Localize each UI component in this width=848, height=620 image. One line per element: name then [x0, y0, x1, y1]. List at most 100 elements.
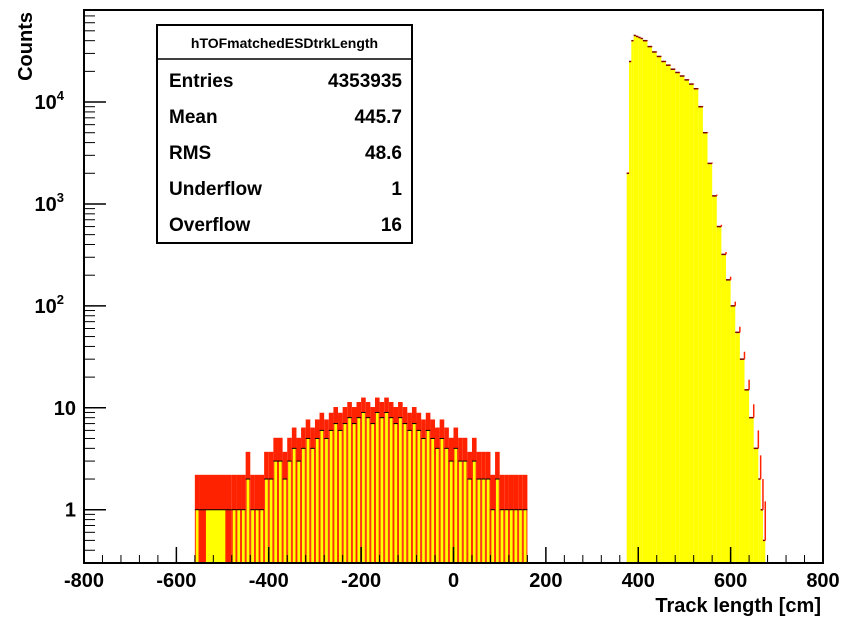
histogram-bin [444, 427, 449, 563]
histogram-bin [338, 412, 343, 563]
histogram-bin [753, 430, 760, 563]
histogram-bin [508, 474, 514, 563]
histogram-bin [384, 397, 389, 563]
histogram-bin [490, 474, 496, 563]
histogram-bin [712, 194, 718, 564]
stats-row-value: 445.7 [354, 107, 402, 128]
y-tick-label: 102 [35, 292, 64, 318]
histogram-bin [421, 419, 426, 563]
histogram-bin [635, 35, 639, 563]
histogram-bin [693, 88, 700, 564]
histogram-bin [647, 45, 653, 564]
stats-box-title: hTOFmatchedESDtrkLength [191, 35, 378, 51]
x-axis-title: Track length [cm] [655, 595, 821, 617]
histogram-bin [485, 451, 491, 563]
histogram-bin [448, 437, 454, 563]
stats-row-label: Underflow [169, 179, 262, 200]
histogram-bin [640, 37, 644, 563]
histogram-bin [661, 60, 667, 563]
histogram-bin [626, 172, 630, 564]
stats-row-label: Entries [169, 71, 233, 92]
histogram-bin [402, 407, 408, 563]
histogram-bin [407, 412, 412, 563]
histogram-bin [370, 407, 375, 563]
histogram-bin [702, 131, 709, 563]
histogram-bin [495, 451, 500, 563]
histogram-bin [416, 412, 422, 563]
histogram-bin [342, 407, 348, 563]
x-tick-label: 0 [448, 570, 459, 592]
histogram-bin [199, 474, 232, 563]
histogram-bin [665, 64, 672, 563]
histogram-bin [652, 51, 658, 564]
stats-row-value: 1 [391, 179, 402, 200]
histogram-bin [439, 419, 445, 563]
stats-row: Underflow 1 [169, 179, 402, 200]
stats-row-value: 16 [381, 215, 402, 236]
y-tick-label: 104 [35, 88, 65, 114]
histogram-bin [365, 402, 371, 563]
histogram-bin [735, 326, 741, 563]
histogram-bin [430, 419, 436, 563]
histogram-bars [194, 34, 767, 564]
histogram-bin [259, 474, 265, 563]
histogram-bin [393, 407, 399, 563]
histogram-bin [633, 34, 637, 563]
histogram-bin [642, 39, 649, 563]
histogram-bin [245, 451, 251, 563]
histogram-bin [319, 412, 325, 563]
histogram-bin [689, 83, 695, 563]
histogram-bin [194, 474, 200, 563]
stats-row-label: RMS [169, 143, 211, 164]
stats-row: Mean 445.7 [169, 107, 402, 128]
histogram-bin [462, 437, 468, 563]
histogram-bin [324, 419, 329, 563]
histogram-bin [361, 397, 366, 563]
histogram-bin [670, 68, 676, 564]
histogram-bin [250, 474, 255, 563]
histogram-bin [698, 105, 704, 564]
histogram-bin [351, 407, 357, 563]
histogram-bin [356, 402, 362, 563]
histogram-bin [726, 276, 732, 563]
y-axis-title: Counts [15, 12, 37, 81]
histogram-bin [314, 419, 320, 563]
histogram-bin [347, 402, 352, 563]
histogram-bin [730, 301, 736, 563]
histogram-bin [499, 474, 505, 563]
histogram-bin [481, 451, 486, 563]
histogram-bin [518, 474, 523, 563]
y-tick-label: 1 [65, 500, 76, 522]
x-tick-label: -200 [341, 570, 381, 592]
x-tick-label: 400 [622, 570, 655, 592]
histogram-bin [328, 412, 334, 563]
histogram-bin [282, 451, 288, 563]
histogram-bin [716, 224, 723, 563]
x-tick-label: 600 [714, 570, 747, 592]
stats-row-label: Mean [169, 107, 218, 128]
stats-row-value: 4353935 [328, 71, 402, 92]
y-tick-label: 10 [54, 398, 76, 420]
stats-box: hTOFmatchedESDtrkLength Entries 4353935 Me… [156, 24, 413, 244]
histogram-bin [291, 427, 297, 563]
histogram-bin [374, 397, 380, 563]
histogram-bin [411, 407, 417, 563]
histogram-bin [760, 479, 764, 563]
histogram-bin [467, 451, 472, 563]
histogram-bin [277, 437, 283, 563]
histogram-bin [264, 451, 269, 563]
histogram-bin [458, 437, 463, 563]
histogram-bin [236, 474, 242, 563]
histogram-bin [310, 427, 315, 563]
histogram-bin [254, 474, 260, 563]
histogram-bin [425, 412, 431, 563]
histogram-bin [629, 60, 633, 563]
histogram-bin [684, 79, 690, 563]
stats-row: RMS 48.6 [169, 143, 402, 164]
histogram-bin [739, 351, 746, 563]
y-tick-label: 103 [35, 190, 64, 216]
histogram-bin [762, 501, 767, 563]
histogram-bin [504, 474, 509, 563]
histogram-bin [398, 402, 403, 563]
histogram-bin [758, 455, 762, 563]
